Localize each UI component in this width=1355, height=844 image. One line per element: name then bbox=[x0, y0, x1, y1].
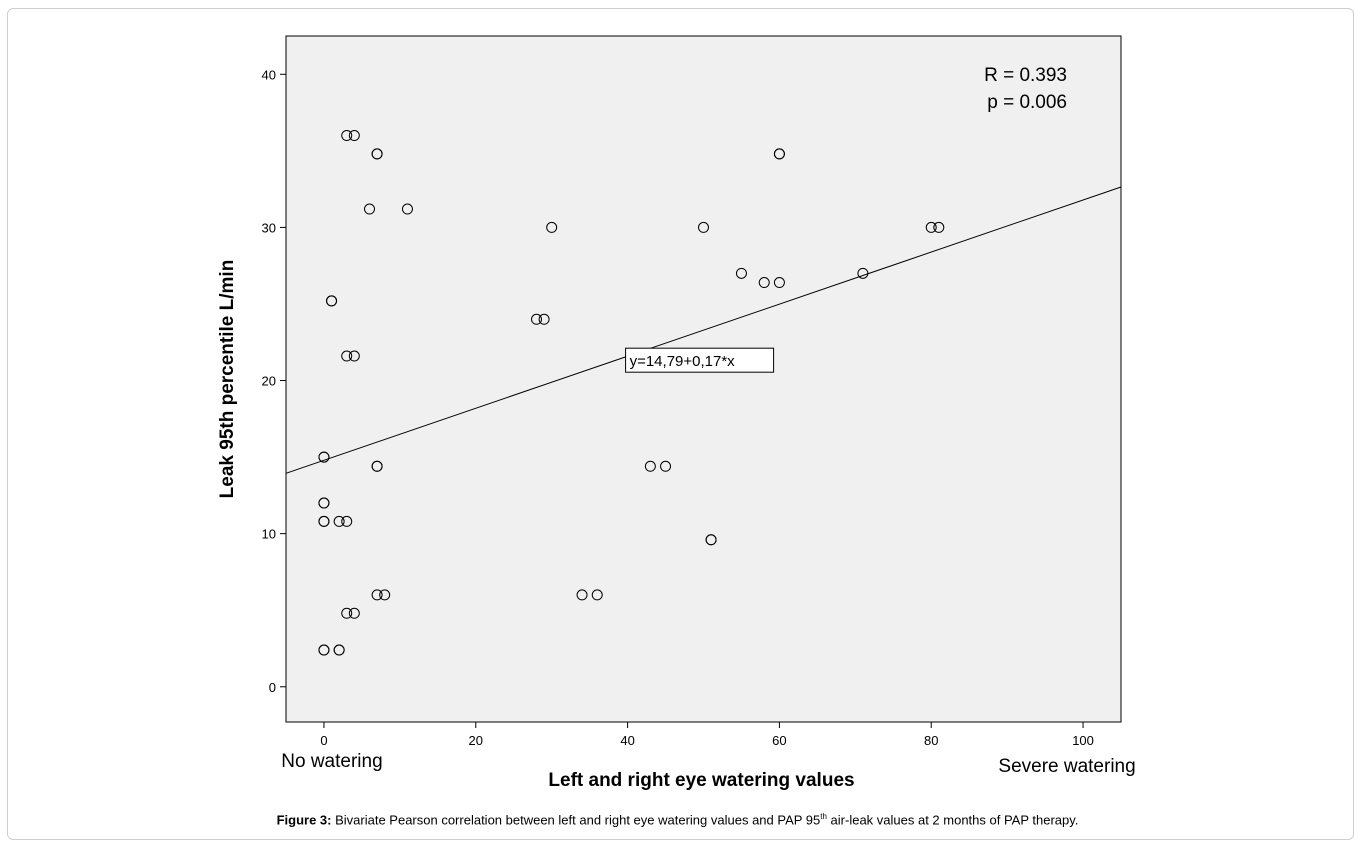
data-point bbox=[348, 607, 360, 619]
data-point bbox=[326, 295, 338, 307]
data-point bbox=[735, 267, 747, 279]
data-point bbox=[341, 607, 353, 619]
x-end-label-left: No watering bbox=[281, 751, 382, 772]
y-tick-label: 20 bbox=[262, 374, 276, 389]
data-point bbox=[538, 313, 550, 325]
equation-box: y=14,79+0,17*x bbox=[625, 347, 775, 373]
data-point bbox=[318, 497, 330, 509]
data-point bbox=[660, 460, 672, 472]
caption-text: Bivariate Pearson correlation between le… bbox=[335, 812, 821, 828]
data-point bbox=[341, 350, 353, 362]
x-axis-title: Left and right eye watering values bbox=[548, 770, 854, 791]
x-tick-label: 80 bbox=[924, 733, 938, 748]
data-point bbox=[371, 148, 383, 160]
data-point bbox=[348, 130, 360, 142]
caption-superscript: th bbox=[820, 812, 827, 821]
caption-text-end: air-leak values at 2 months of PAP thera… bbox=[826, 812, 1079, 828]
data-point bbox=[591, 589, 603, 601]
x-tick-label: 60 bbox=[772, 733, 786, 748]
data-point bbox=[576, 589, 588, 601]
y-tick-label: 40 bbox=[262, 67, 276, 82]
p-value: p = 0.006 bbox=[987, 92, 1067, 113]
x-tick-label: 20 bbox=[469, 733, 483, 748]
x-end-label-right: Severe watering bbox=[998, 756, 1135, 777]
data-point bbox=[364, 203, 375, 215]
figure-caption: Figure 3: Bivariate Pearson correlation … bbox=[0, 812, 1355, 827]
data-point bbox=[933, 221, 945, 233]
data-point bbox=[773, 148, 785, 160]
data-point bbox=[341, 515, 353, 527]
x-tick-label: 100 bbox=[1072, 733, 1094, 748]
x-tick-label: 0 bbox=[320, 733, 327, 748]
equation-label: y=14,79+0,17*x bbox=[630, 353, 736, 370]
data-point bbox=[341, 130, 353, 142]
data-point bbox=[644, 460, 656, 472]
data-point bbox=[379, 589, 391, 601]
axis-ticks: 0 20 40 60 80 100 0 10 20 30 40 bbox=[262, 67, 1094, 748]
r-value: R = 0.393 bbox=[984, 65, 1067, 86]
data-point bbox=[371, 589, 383, 601]
y-tick-label: 0 bbox=[269, 680, 276, 695]
y-axis-title: Leak 95th percentile L/min bbox=[217, 260, 238, 499]
caption-label: Figure 3: bbox=[276, 812, 332, 828]
x-tick-label: 40 bbox=[620, 733, 634, 748]
regression-line bbox=[285, 186, 1122, 474]
data-point bbox=[531, 313, 542, 325]
data-point bbox=[371, 460, 383, 472]
data-point bbox=[546, 221, 558, 233]
data-point bbox=[333, 515, 345, 527]
data-point bbox=[318, 515, 330, 527]
data-point bbox=[698, 221, 709, 233]
y-tick-label: 30 bbox=[262, 220, 276, 235]
data-point bbox=[758, 277, 770, 289]
data-point bbox=[705, 534, 717, 546]
data-point bbox=[401, 203, 413, 215]
data-point bbox=[318, 451, 330, 463]
scatter-chart: 0 20 40 60 80 100 0 10 20 30 40 y=14,79+0,17*x R =… bbox=[217, 35, 1136, 791]
data-point bbox=[773, 277, 785, 289]
data-points bbox=[318, 130, 945, 656]
data-point bbox=[318, 644, 330, 656]
y-tick-label: 10 bbox=[262, 527, 276, 542]
data-point bbox=[925, 221, 937, 233]
data-point bbox=[348, 350, 360, 362]
data-point bbox=[333, 644, 345, 656]
plot-area bbox=[285, 35, 1122, 723]
